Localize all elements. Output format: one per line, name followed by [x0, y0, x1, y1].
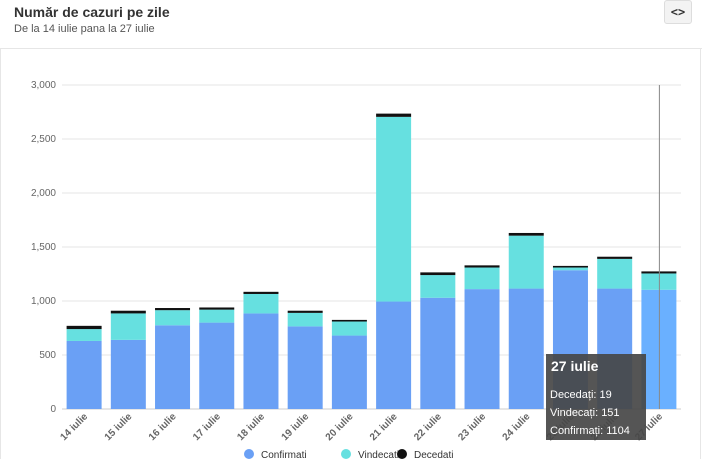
- x-tick-label: 20 iulie: [324, 411, 356, 443]
- bar-vindecati: [331, 321, 367, 336]
- embed-code-button[interactable]: <>: [664, 0, 692, 24]
- bar-decedati: [243, 291, 279, 294]
- bar-decedati: [552, 265, 588, 268]
- bar-vindecati: [199, 309, 235, 323]
- bar-confirmati: [287, 326, 323, 409]
- tooltip-row-confirmati: Confirmați: 1104: [550, 425, 630, 437]
- tooltip-title: 27 iulie: [551, 358, 599, 374]
- y-tick-label: 2,500: [31, 134, 56, 145]
- bar-decedati: [597, 256, 633, 259]
- chart-tooltip: 27 iulie Decedați: 19 Vindecați: 151 Con…: [546, 354, 646, 440]
- bar-vindecati: [420, 275, 456, 298]
- bar-decedati: [66, 325, 102, 330]
- legend-label-vindecati: Vindecati: [358, 450, 399, 459]
- legend-marker-decedati: [397, 449, 407, 459]
- y-tick-label: 500: [39, 350, 56, 361]
- x-tick-label: 14 iulie: [58, 411, 90, 443]
- tooltip-row-decedati: Decedați: 19: [550, 389, 612, 401]
- bar-decedati: [155, 308, 191, 311]
- bar-confirmati: [243, 313, 279, 409]
- bar-confirmati: [110, 339, 146, 409]
- bar-vindecati: [155, 310, 191, 326]
- x-tick-label: 23 iulie: [456, 411, 488, 443]
- y-tick-label: 1,000: [31, 296, 56, 307]
- bar-decedati: [199, 307, 235, 310]
- bar-confirmati: [331, 335, 367, 409]
- bar-confirmati: [464, 289, 500, 409]
- bar-confirmati: [508, 288, 544, 409]
- x-tick-label: 22 iulie: [412, 411, 444, 443]
- y-tick-label: 1,500: [31, 242, 56, 253]
- x-tick-label: 21 iulie: [368, 411, 400, 443]
- bar-confirmati: [155, 325, 191, 409]
- bar-vindecati: [508, 235, 544, 289]
- y-tick-label: 0: [50, 404, 56, 415]
- chart-subtitle: De la 14 iulie pana la 27 iulie: [14, 23, 155, 35]
- legend-label-decedati: Decedati: [414, 450, 453, 459]
- bar-confirmati: [66, 340, 102, 409]
- bar-vindecati: [243, 293, 279, 314]
- bar-vindecati: [66, 329, 102, 341]
- x-tick-label: 18 iulie: [235, 411, 267, 443]
- bar-vindecati: [464, 267, 500, 290]
- bar-vindecati: [552, 267, 588, 271]
- bar-vindecati: [287, 312, 323, 327]
- chart-frame: [0, 48, 701, 459]
- bar-decedati: [287, 310, 323, 313]
- legend-marker-vindecati: [341, 449, 351, 459]
- bar-decedati: [420, 272, 456, 276]
- x-tick-label: 24 iulie: [501, 411, 533, 443]
- legend-marker-confirmati: [244, 449, 254, 459]
- tooltip-row-vindecati: Vindecați: 151: [550, 407, 620, 419]
- legend-label-confirmati: Confirmati: [261, 450, 307, 459]
- chart-title: Număr de cazuri pe zile: [14, 4, 170, 20]
- bar-decedati: [508, 232, 544, 236]
- y-tick-label: 2,000: [31, 188, 56, 199]
- x-tick-label: 16 iulie: [147, 411, 179, 443]
- bar-decedati: [376, 113, 412, 117]
- x-tick-label: 19 iulie: [280, 411, 312, 443]
- bar-decedati: [331, 319, 367, 322]
- bar-decedati: [464, 265, 500, 268]
- bar-vindecati: [110, 313, 146, 340]
- bar-confirmati: [420, 297, 456, 409]
- bar-vindecati: [376, 116, 412, 302]
- bar-confirmati: [376, 301, 412, 409]
- bar-vindecati: [597, 258, 633, 289]
- chart-header: Număr de cazuri pe zile De la 14 iulie p…: [0, 0, 702, 49]
- x-tick-label: 17 iulie: [191, 411, 223, 443]
- bar-confirmati: [199, 322, 235, 409]
- x-tick-label: 15 iulie: [103, 411, 135, 443]
- y-tick-label: 3,000: [31, 80, 56, 91]
- bar-decedati: [110, 310, 146, 314]
